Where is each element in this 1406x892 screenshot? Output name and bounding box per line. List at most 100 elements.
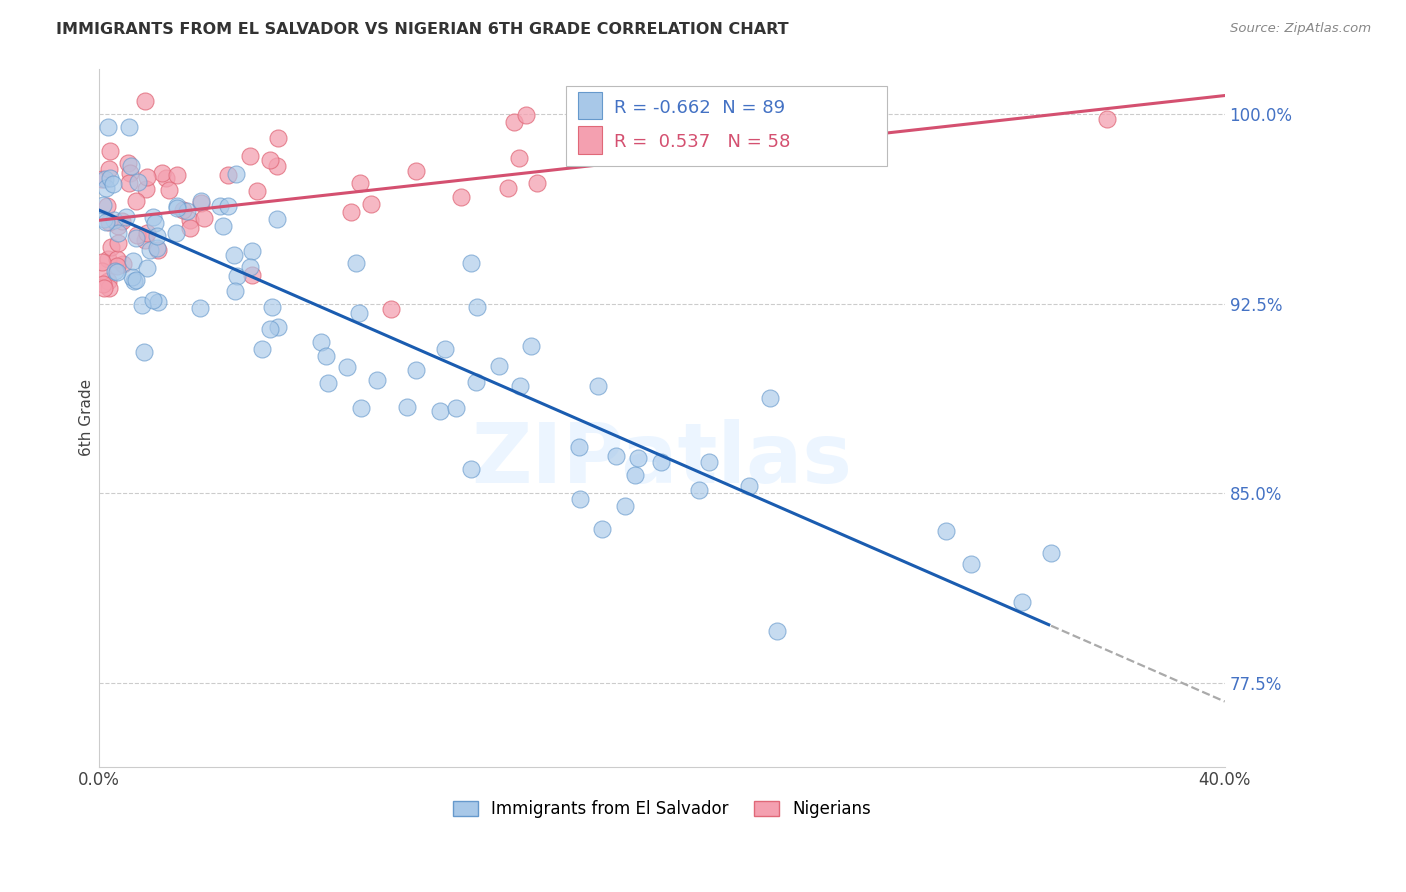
Point [488, 359, 510, 373]
Point [568, 440, 591, 454]
Point [166, 199, 188, 213]
Point [266, 320, 288, 334]
Point [143, 216, 166, 230]
Point [224, 285, 246, 299]
Point [240, 268, 263, 283]
Point [339, 204, 361, 219]
Point [1095, 112, 1118, 127]
Point [336, 360, 359, 375]
Point [157, 183, 180, 197]
Text: R = -0.662  N = 89: R = -0.662 N = 89 [613, 98, 785, 117]
Point [208, 199, 231, 213]
Point [586, 378, 609, 392]
Point [134, 95, 156, 109]
Point [91, 277, 114, 292]
Point [520, 339, 543, 353]
Point [93, 281, 115, 295]
Point [93, 211, 115, 226]
Point [460, 255, 482, 269]
Point [105, 259, 128, 273]
Point [107, 265, 129, 279]
Point [1040, 546, 1063, 560]
Point [146, 241, 169, 255]
Point [627, 451, 650, 466]
Text: ZIPatlas: ZIPatlas [471, 419, 852, 500]
Point [396, 400, 419, 414]
Point [97, 274, 120, 288]
Point [350, 401, 373, 416]
Point [179, 221, 201, 235]
Point [125, 273, 148, 287]
Point [568, 491, 591, 506]
Point [267, 131, 290, 145]
Point [190, 194, 212, 208]
Point [508, 151, 530, 165]
Point [366, 373, 388, 387]
Point [142, 210, 165, 224]
Point [344, 256, 367, 270]
Point [97, 215, 120, 229]
Point [172, 203, 194, 218]
Point [502, 114, 524, 128]
Point [142, 293, 165, 307]
Text: IMMIGRANTS FROM EL SALVADOR VS NIGERIAN 6TH GRADE CORRELATION CHART: IMMIGRANTS FROM EL SALVADOR VS NIGERIAN … [56, 22, 789, 37]
Point [107, 235, 129, 250]
Y-axis label: 6th Grade: 6th Grade [79, 379, 94, 456]
Point [94, 181, 117, 195]
Point [360, 197, 382, 211]
Point [217, 199, 239, 213]
Point [166, 201, 188, 215]
Point [91, 264, 114, 278]
Bar [578, 92, 602, 120]
Point [246, 184, 269, 198]
Point [259, 322, 281, 336]
Point [97, 120, 120, 134]
Point [146, 229, 169, 244]
Point [697, 455, 720, 469]
Point [526, 177, 548, 191]
Point [117, 176, 139, 190]
FancyBboxPatch shape [567, 86, 887, 166]
Point [103, 213, 125, 227]
Point [239, 149, 262, 163]
Point [496, 181, 519, 195]
Legend: Immigrants from El Salvador, Nigerians: Immigrants from El Salvador, Nigerians [446, 793, 877, 824]
Point [591, 522, 613, 536]
Point [759, 391, 782, 405]
Point [165, 226, 187, 240]
Point [91, 172, 114, 186]
Point [96, 199, 118, 213]
Point [115, 210, 138, 224]
Point [125, 194, 148, 208]
Point [190, 301, 212, 316]
Point [166, 169, 188, 183]
Point [94, 172, 117, 186]
Point [91, 255, 114, 269]
Point [148, 294, 170, 309]
Point [464, 375, 486, 389]
Point [107, 219, 129, 234]
Point [650, 455, 672, 469]
Point [465, 300, 488, 314]
Point [100, 144, 122, 158]
Point [224, 247, 246, 261]
Point [100, 240, 122, 254]
Point [136, 260, 159, 275]
Point [101, 177, 124, 191]
Bar [578, 127, 602, 154]
Point [240, 244, 263, 258]
Point [94, 215, 117, 229]
Point [349, 177, 371, 191]
Point [309, 335, 332, 350]
Point [122, 275, 145, 289]
Point [347, 306, 370, 320]
Point [118, 165, 141, 179]
Point [104, 264, 127, 278]
Point [91, 198, 114, 212]
Point [405, 363, 427, 377]
Point [450, 190, 472, 204]
Point [193, 211, 215, 226]
Point [120, 159, 142, 173]
Point [135, 226, 157, 240]
Point [429, 404, 451, 418]
